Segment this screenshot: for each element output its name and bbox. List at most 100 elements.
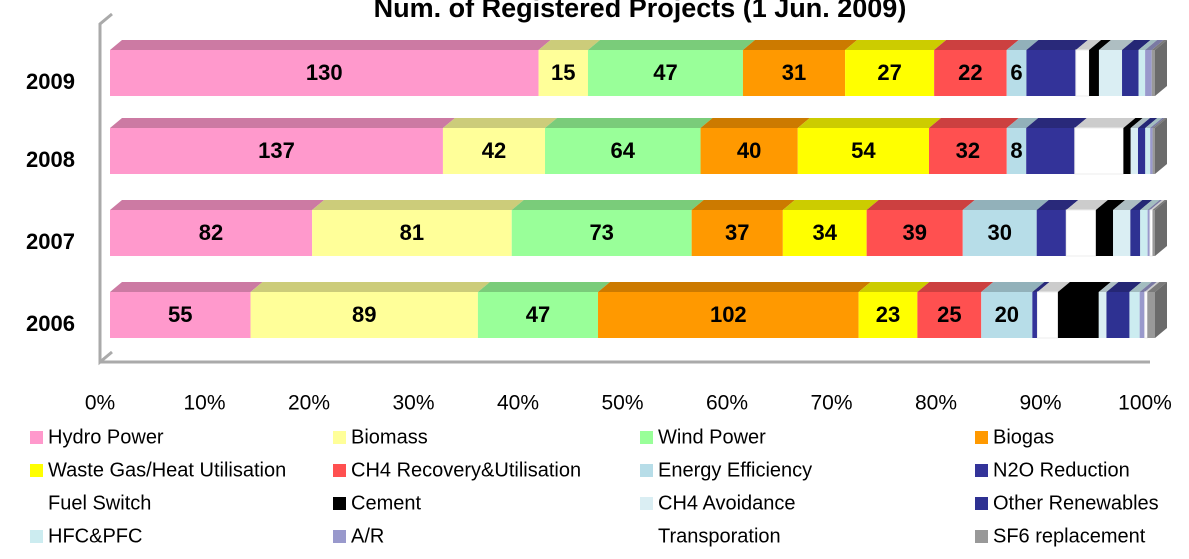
legend-label: Biogas [993, 426, 1054, 448]
legend-swatch [333, 431, 346, 444]
x-tick-label: 30% [392, 392, 434, 415]
bar-segment [1032, 292, 1038, 338]
data-label: 37 [725, 220, 749, 245]
bar-segment [1145, 50, 1152, 96]
bar-segment [866, 210, 963, 256]
bar-segment [1123, 128, 1131, 174]
data-label: 130 [306, 60, 343, 85]
legend-label: Fuel Switch [48, 492, 151, 514]
legend-swatch [30, 431, 43, 444]
bar-segment [1065, 209, 1097, 257]
bar-top [866, 200, 975, 210]
bar-top [250, 282, 490, 292]
bar-segment [845, 50, 935, 96]
data-label: 81 [400, 220, 424, 245]
legend-swatch [30, 497, 43, 510]
bar-segment [917, 292, 982, 338]
legend-label: Biomass [351, 426, 428, 448]
legend-swatch [975, 464, 988, 477]
bar-segment [538, 50, 588, 96]
bar-top [1074, 118, 1136, 128]
bar-segment [1147, 210, 1151, 256]
bar-segment [1036, 291, 1059, 339]
bar-side [1155, 40, 1167, 96]
bar-top [538, 40, 600, 50]
data-label: 82 [199, 220, 223, 245]
bar-segment [1150, 128, 1153, 174]
legend-label: Cement [351, 492, 421, 514]
bar-top [1006, 40, 1039, 50]
bar-top [782, 200, 879, 210]
data-label: 137 [258, 138, 295, 163]
bar-segment [782, 210, 867, 256]
bar-top [545, 118, 713, 128]
x-tick-label: 20% [288, 392, 330, 415]
bar-segment [1144, 291, 1148, 339]
bar-top [1095, 200, 1126, 210]
x-tick-label: 100% [1118, 392, 1172, 415]
legend-swatch [640, 530, 653, 543]
bar-segment [110, 292, 251, 338]
bar-segment [598, 292, 859, 338]
bar-segment [1139, 292, 1145, 338]
bar-segment [858, 292, 918, 338]
bar-top [1113, 200, 1143, 210]
x-tick-label: 10% [183, 392, 225, 415]
bar-top [1129, 282, 1152, 292]
bar-top [700, 118, 810, 128]
bar-top [1006, 118, 1039, 128]
legend-label: CH4 Avoidance [658, 492, 796, 514]
bar-top [845, 40, 947, 50]
bar-side [1155, 118, 1167, 174]
bar-top [1106, 282, 1142, 292]
bar-segment [1106, 292, 1130, 338]
data-label: 23 [876, 302, 900, 327]
data-label: 73 [589, 220, 613, 245]
bar-segment [545, 128, 701, 174]
bar-side [1155, 200, 1167, 256]
legend-swatch [333, 497, 346, 510]
bar-top [587, 40, 755, 50]
bar-top [1137, 118, 1158, 128]
bar-top [477, 282, 611, 292]
data-label: 15 [551, 60, 575, 85]
legend-label: Wind Power [658, 426, 766, 448]
bar-top [1139, 282, 1157, 292]
bar-top [442, 118, 558, 128]
bar-top [962, 200, 1049, 210]
bar-top [1145, 40, 1164, 50]
bar-segment [1098, 292, 1107, 338]
bar-top [1066, 200, 1108, 210]
bar-segment [962, 210, 1037, 256]
bar-top [1130, 118, 1150, 128]
bar-top [917, 282, 994, 292]
bar-segment [928, 128, 1007, 174]
bar-top [1140, 200, 1160, 210]
chart-title: Num. of Registered Projects (1 Jun. 2009… [374, 0, 907, 23]
legend-swatch [333, 530, 346, 543]
x-tick-label: 0% [85, 392, 115, 415]
bar-top [1152, 118, 1167, 128]
bar-top [1036, 200, 1079, 210]
bar-segment [1036, 210, 1067, 256]
bar-segment [110, 210, 313, 256]
bar-segment [934, 50, 1007, 96]
bar-top [691, 200, 795, 210]
bar-top [858, 282, 930, 292]
bar-top [1057, 282, 1111, 292]
bar-segment [1089, 50, 1099, 96]
x-tick-label: 80% [915, 392, 957, 415]
bar-segment [1006, 128, 1027, 174]
data-label: 54 [851, 138, 876, 163]
legend-label: CH4 Recovery&Utilisation [351, 459, 581, 481]
bar-segment [1145, 128, 1151, 174]
data-label: 31 [782, 60, 806, 85]
bar-top [934, 40, 1019, 50]
bar-top [928, 118, 1019, 128]
y-tick-label: 2009 [26, 69, 75, 94]
bar-segment [110, 128, 443, 174]
bar-top [1123, 118, 1143, 128]
bar-segment [1006, 50, 1027, 96]
x-tick-label: 60% [706, 392, 748, 415]
bar-top [1150, 118, 1165, 128]
